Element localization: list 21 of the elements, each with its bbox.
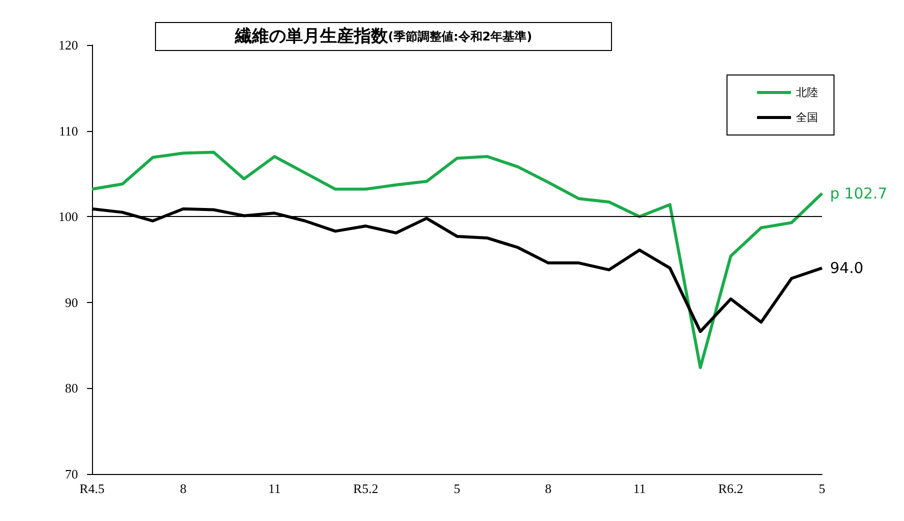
x-tick-label: R5.2 [353,481,378,496]
y-tick-label: 70 [65,466,78,482]
chart-subtitle: (季節調整値:令和2年基準) [388,30,532,44]
legend-label: 北陸 [796,86,818,99]
x-tick-label: 8 [545,481,552,496]
y-tick-label: 80 [65,380,78,396]
x-tick-label: R6.2 [718,481,744,496]
x-tick-label: 5 [454,481,460,496]
y-tick-label: 110 [58,123,78,138]
y-tick-label: 100 [58,209,78,224]
data-label: 94.0 [830,259,864,278]
x-tick-label: 11 [268,481,281,496]
legend-label: 全国 [796,111,818,124]
x-tick-label: 8 [180,481,186,496]
x-tick-label: R4.5 [80,481,104,496]
data-label: p 102.7 [830,184,888,202]
x-tick-label: 11 [633,481,646,496]
y-tick-label: 120 [58,38,78,52]
chart-title: 繊維の単月生産指数 [234,26,389,46]
y-tick-label: 90 [65,294,78,310]
x-tick-label: 5 [818,481,826,496]
